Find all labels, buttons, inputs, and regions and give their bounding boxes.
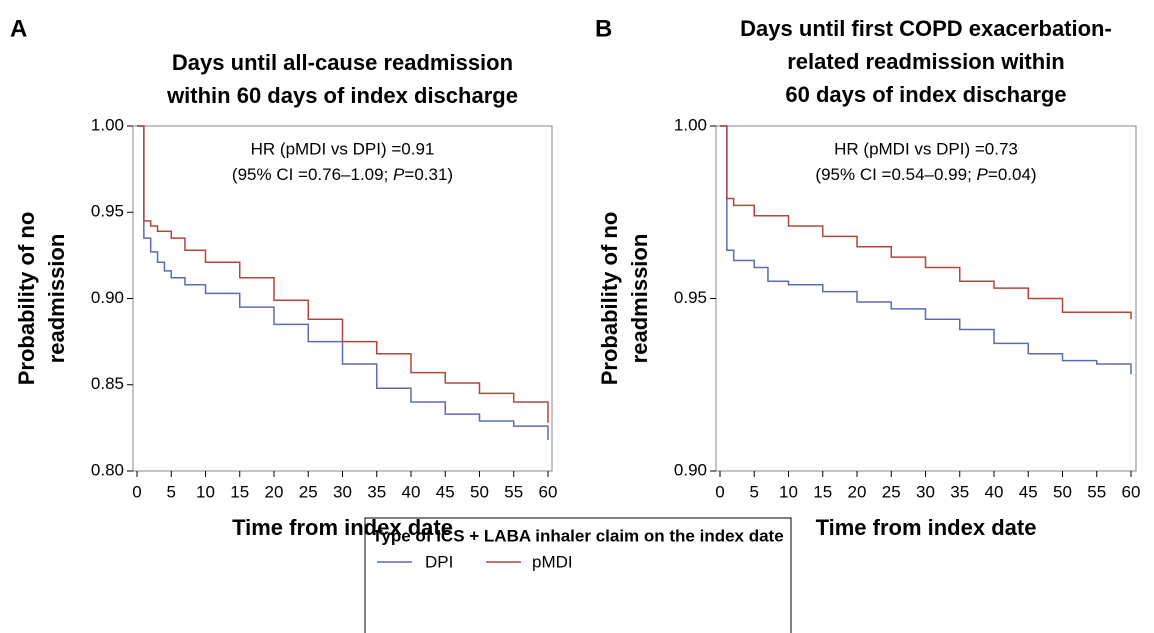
chart-title: related readmission within: [787, 49, 1065, 74]
x-tick-label: 20: [848, 482, 867, 501]
km-curve: [137, 125, 549, 440]
annotation-part: (95% CI =0.76–1.09;: [232, 165, 393, 184]
x-tick-label: 15: [813, 482, 832, 501]
chart-title: Days until all-cause readmission: [172, 50, 513, 75]
x-tick-label: 35: [950, 482, 969, 501]
x-tick-label: 30: [916, 482, 935, 501]
y-axis-label: Probability of no: [597, 212, 622, 386]
x-tick-label: 5: [750, 482, 759, 501]
x-tick-label: 40: [985, 482, 1004, 501]
chart-title: 60 days of index discharge: [785, 82, 1066, 107]
annotation-part: (95% CI =0.54–0.99;: [815, 165, 976, 184]
x-axis-label: Time from index date: [232, 515, 453, 540]
x-tick-label: 50: [1053, 482, 1072, 501]
chart-title: within 60 days of index discharge: [166, 83, 518, 108]
y-axis-label: readmission: [627, 234, 652, 364]
x-tick-label: 25: [882, 482, 901, 501]
y-axis-label: readmission: [44, 234, 69, 364]
annotation: (95% CI =0.76–1.09; P=0.31): [232, 165, 453, 184]
x-tick-label: 20: [265, 482, 284, 501]
x-tick-label: 35: [367, 482, 386, 501]
x-tick-label: 10: [196, 482, 215, 501]
legend-title: Type of ICS + LABA inhaler claim on the …: [372, 526, 783, 545]
annotation-part: =0.31): [404, 165, 453, 184]
y-tick-label: 0.90: [674, 460, 707, 479]
x-tick-label: 30: [333, 482, 352, 501]
km-curve: [720, 125, 1132, 375]
y-tick-label: 1.00: [91, 115, 124, 134]
x-tick-label: 40: [402, 482, 421, 501]
legend-box: [364, 517, 792, 633]
y-tick-label: 1.00: [674, 115, 707, 134]
annotation: HR (pMDI vs DPI) =0.91: [251, 139, 435, 158]
legend-label: pMDI: [532, 552, 573, 571]
x-tick-label: 5: [167, 482, 176, 501]
x-tick-label: 0: [715, 482, 724, 501]
x-tick-label: 45: [436, 482, 455, 501]
annotation-part: =0.04): [988, 165, 1037, 184]
x-tick-label: 50: [470, 482, 489, 501]
annotation: (95% CI =0.54–0.99; P=0.04): [815, 165, 1036, 184]
x-tick-label: 25: [299, 482, 318, 501]
annotation-part: P: [977, 165, 989, 184]
y-tick-label: 0.80: [91, 460, 124, 479]
y-axis-label: Probability of no: [14, 212, 39, 386]
x-tick-label: 60: [1122, 482, 1141, 501]
x-tick-label: 55: [1087, 482, 1106, 501]
annotation: HR (pMDI vs DPI) =0.73: [834, 139, 1018, 158]
x-tick-label: 10: [779, 482, 798, 501]
y-tick-label: 0.90: [91, 288, 124, 307]
x-tick-label: 15: [230, 482, 249, 501]
x-tick-label: 55: [504, 482, 523, 501]
x-tick-label: 45: [1019, 482, 1038, 501]
x-axis-label: Time from index date: [816, 515, 1037, 540]
annotation-part: P: [393, 165, 405, 184]
y-tick-label: 0.85: [91, 374, 124, 393]
x-tick-label: 0: [132, 482, 141, 501]
legend-label: DPI: [425, 552, 453, 571]
km-curve: [137, 125, 549, 423]
panel-label: B: [595, 15, 612, 42]
y-tick-label: 0.95: [674, 288, 707, 307]
km-curve: [720, 125, 1132, 320]
panel-label: A: [10, 15, 27, 42]
y-tick-label: 0.95: [91, 202, 124, 221]
chart-title: Days until first COPD exacerbation-: [740, 16, 1112, 41]
x-tick-label: 60: [539, 482, 558, 501]
